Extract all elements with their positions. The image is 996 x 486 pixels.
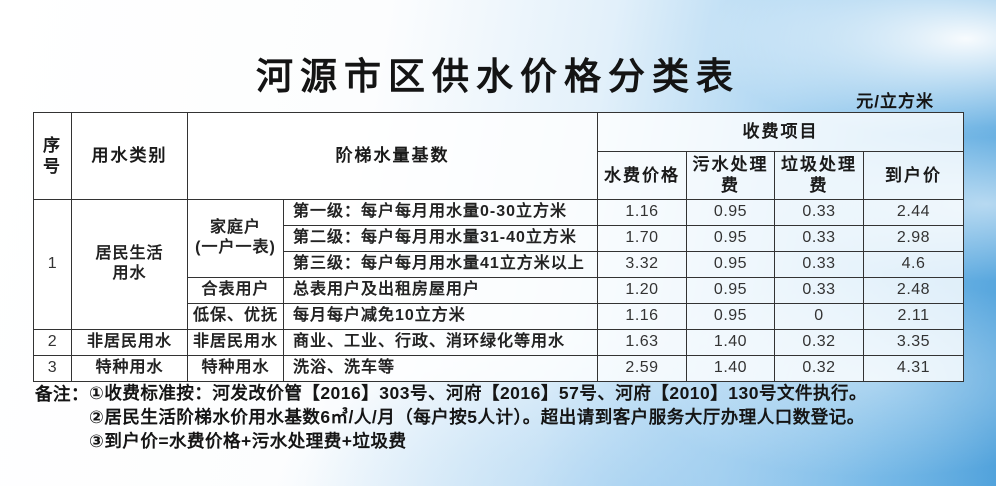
cell-subcategory-combined: 合表用户: [187, 276, 284, 304]
notes-label: 备注：: [35, 384, 89, 404]
cell-garbage-fee: 0.33: [774, 250, 864, 278]
note-item-3: ③到户价=水费价格+污水处理费+垃圾费: [89, 431, 407, 451]
cell-garbage-fee: 0.32: [774, 328, 864, 356]
cell-sewage-fee: 0.95: [686, 302, 775, 330]
cell-sewage-fee: 0.95: [686, 198, 775, 226]
header-row-1: 序号 用水类别 阶梯水量基数 收费项目: [33, 112, 964, 200]
cell-garbage-fee: 0.33: [774, 224, 864, 252]
cell-household-price: 2.48: [863, 276, 964, 304]
cell-water-price: 1.20: [597, 276, 687, 304]
cell-serial: 2: [33, 328, 72, 356]
cell-sewage-fee: 1.40: [686, 328, 775, 356]
cell-water-price: 1.16: [597, 198, 687, 226]
page-title: 河源市区供水价格分类表: [256, 57, 740, 98]
header-tier-base: 阶梯水量基数: [187, 112, 598, 200]
cell-household-price: 3.35: [863, 328, 964, 356]
cell-category: 居民生活 用水: [71, 198, 188, 330]
cell-tier-desc: 总表用户及出租房屋用户: [283, 276, 598, 304]
cell-tier-desc: 每月每户减免10立方米: [283, 302, 598, 330]
cell-subcategory-subsidized: 低保、优抚: [187, 302, 284, 330]
cell-tier-desc: 第一级：每户每月用水量0-30立方米: [283, 198, 598, 226]
table-row: 1 居民生活 用水 家庭户 (一户一表) 第一级：每户每月用水量0-30立方米 …: [33, 198, 964, 330]
cell-sewage-fee: 0.95: [686, 276, 775, 304]
cell-sewage-fee: 0.95: [686, 250, 775, 278]
header-sewage-fee: 污水处理费: [686, 151, 775, 200]
cell-category-line1: 居民生活: [95, 245, 164, 262]
cell-category-line2: 用水: [112, 265, 147, 282]
header-row-2: 水费价格 污水处理费 垃圾处理费 到户价: [34, 151, 964, 200]
cell-household-price: 2.44: [863, 198, 964, 226]
cell-tier-desc: 第三级：每户每月用水量41立方米以上: [283, 250, 598, 278]
header-serial: 序号: [33, 112, 72, 200]
cell-serial: 3: [33, 354, 72, 382]
table-row: 第二级：每户每月用水量31-40立方米 1.70 0.95 0.33 2.98: [34, 224, 964, 252]
header-charge-items: 收费项目: [597, 112, 964, 152]
cell-sewage-fee: 1.40: [686, 354, 775, 382]
cell-garbage-fee: 0: [774, 302, 864, 330]
cell-water-price: 3.32: [597, 250, 687, 278]
cell-water-price: 1.63: [597, 328, 687, 356]
cell-garbage-fee: 0.33: [774, 276, 864, 304]
cell-water-price: 1.16: [597, 302, 687, 330]
table-row: 第三级：每户每月用水量41立方米以上 3.32 0.95 0.33 4.6: [34, 250, 964, 278]
header-household-price: 到户价: [863, 151, 964, 200]
cell-tier-desc: 商业、工业、行政、消环绿化等用水: [283, 328, 598, 356]
cell-household-price: 4.31: [863, 354, 964, 382]
cell-tier-desc: 洗浴、洗车等: [283, 354, 598, 382]
cell-category: 非居民用水: [71, 328, 188, 356]
table-row: 2 非居民用水 非居民用水 商业、工业、行政、消环绿化等用水 1.63 1.40…: [33, 328, 964, 356]
cell-garbage-fee: 0.32: [774, 354, 864, 382]
cell-subcategory: 特种用水: [187, 354, 284, 382]
unit-label: 元/立方米: [856, 92, 934, 111]
cell-water-price: 1.70: [597, 224, 687, 252]
cell-tier-desc: 第二级：每户每月用水量31-40立方米: [283, 224, 598, 252]
water-price-table: 序号 用水类别 阶梯水量基数 收费项目 水费价格 污水处理费 垃圾处理费 到户价…: [33, 112, 964, 382]
header-garbage-fee: 垃圾处理费: [774, 151, 864, 200]
cell-household-price: 2.11: [863, 302, 964, 330]
notes-block: 备注： ①收费标准按：河发改价管【2016】303号、河府【2016】57号、河…: [35, 381, 867, 453]
note-item-2: ②居民生活阶梯水价用水基数6㎥/人/月（每户按5人计）。超出请到客户服务大厅办理…: [89, 407, 865, 427]
notes-items: ①收费标准按：河发改价管【2016】303号、河府【2016】57号、河府【20…: [89, 381, 867, 453]
header-water-price: 水费价格: [597, 151, 687, 200]
cell-household-price: 4.6: [863, 250, 964, 278]
cell-serial: 1: [33, 198, 72, 330]
cell-subcategory: 非居民用水: [187, 328, 284, 356]
cell-garbage-fee: 0.33: [774, 198, 864, 226]
cell-category: 特种用水: [71, 354, 188, 382]
cell-household-price: 2.98: [863, 224, 964, 252]
table-row: 低保、优抚 每月每户减免10立方米 1.16 0.95 0 2.11: [34, 302, 964, 330]
header-category: 用水类别: [71, 112, 188, 200]
cell-subcategory-family: 家庭户 (一户一表): [187, 198, 284, 278]
cell-sewage-fee: 0.95: [686, 224, 775, 252]
cell-family-line1: 家庭户: [209, 219, 261, 236]
note-item-1: ①收费标准按：河发改价管【2016】303号、河府【2016】57号、河府【20…: [89, 383, 867, 403]
cell-family-line2: (一户一表): [195, 239, 276, 256]
table-row: 3 特种用水 特种用水 洗浴、洗车等 2.59 1.40 0.32 4.31: [33, 354, 964, 382]
cell-water-price: 2.59: [597, 354, 687, 382]
